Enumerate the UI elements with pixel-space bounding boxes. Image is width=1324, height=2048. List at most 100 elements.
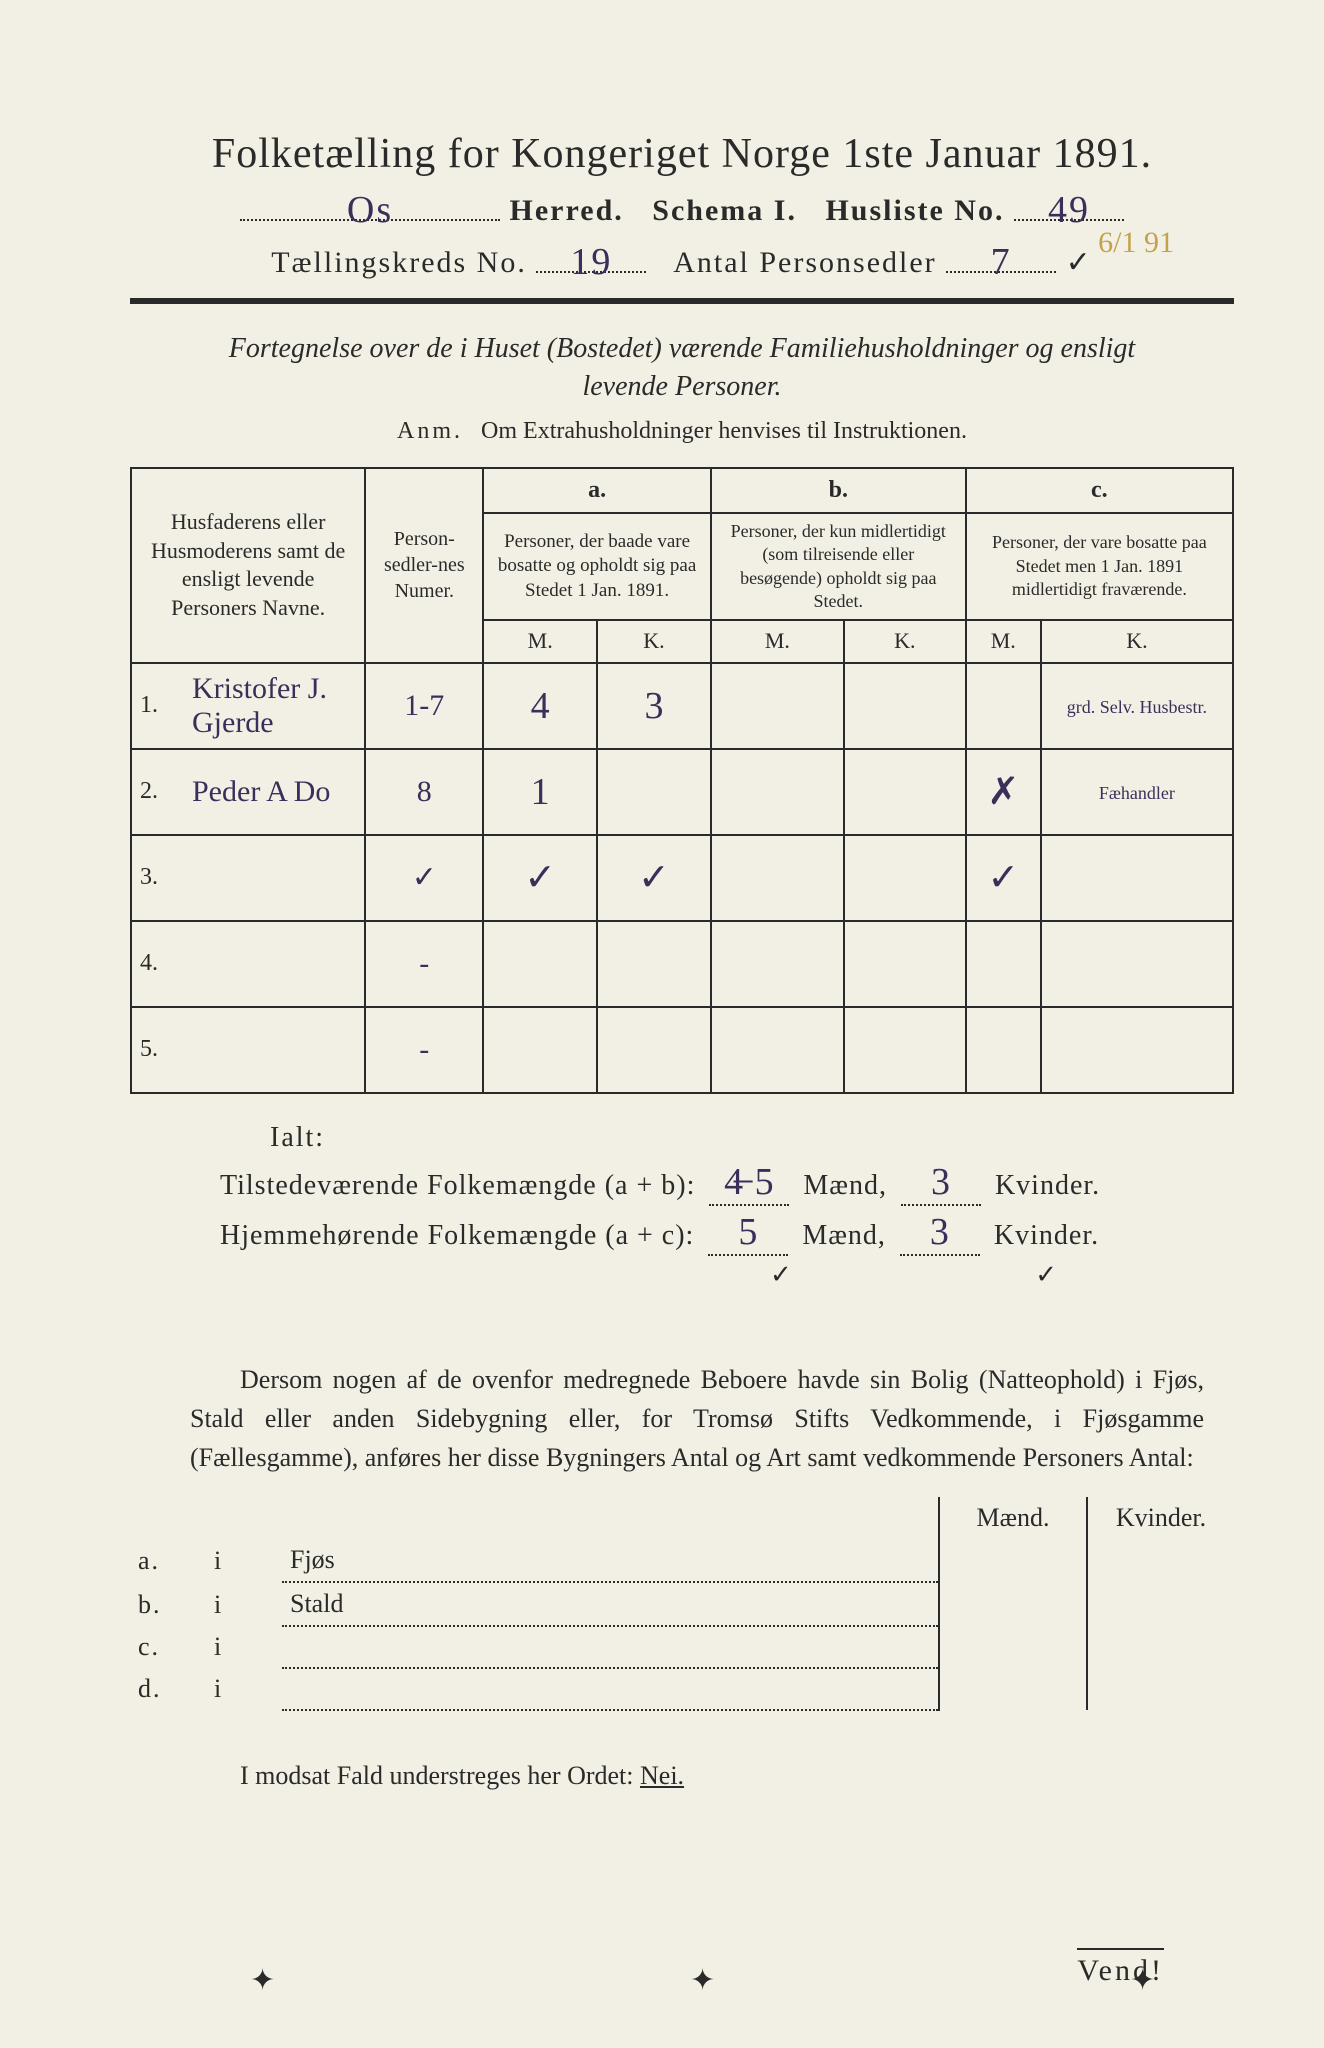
kreds-label: Tællingskreds No.: [271, 246, 527, 279]
brow-i: i: [206, 1539, 282, 1582]
row-b-k: [844, 1007, 966, 1093]
sum-checks: ✓ ✓: [770, 1260, 1234, 1290]
building-row: b.iStald: [130, 1582, 1234, 1626]
dersom-paragraph: Dersom nogen af de ovenfor medregnede Be…: [190, 1360, 1204, 1477]
row-numer: -: [365, 921, 483, 1007]
col-b-k: K.: [844, 620, 966, 663]
col-b-text: Personer, der kun midlertidigt (som tilr…: [711, 513, 966, 621]
brow-label: [282, 1626, 939, 1668]
sum1-k-lbl: Kvinder.: [995, 1170, 1100, 1201]
ialt-label: Ialt:: [270, 1122, 1234, 1154]
row-number: 3.: [131, 835, 188, 921]
row-c-m: ✓: [966, 835, 1041, 921]
sum1-m-lbl: Mænd,: [803, 1170, 887, 1201]
brow-letter: a.: [130, 1539, 206, 1582]
row-name: [188, 835, 365, 921]
row-a-m: ✓: [483, 835, 597, 921]
bottom-hdr-m: Mænd.: [939, 1497, 1087, 1539]
fortegnelse-heading: Fortegnelse over de i Huset (Bostedet) v…: [190, 330, 1174, 406]
row-c-k: grd. Selv. Husbestr.: [1041, 663, 1233, 749]
table-row: 1.Kristofer J. Gjerde1-743grd. Selv. Hus…: [131, 663, 1233, 749]
row-b-k: [844, 835, 966, 921]
row-a-m: 1: [483, 749, 597, 835]
sum2-label: Hjemmehørende Folkemængde (a + c):: [220, 1220, 694, 1251]
brow-k: [1087, 1626, 1234, 1668]
building-row: c.i: [130, 1626, 1234, 1668]
col-c-m: M.: [966, 620, 1041, 663]
col-a-text: Personer, der baade vare bosatte og opho…: [483, 513, 711, 621]
building-table: Mænd. Kvinder. a.iFjøsb.iStaldc.id.i: [130, 1497, 1234, 1711]
sum2-k-hw: 3: [930, 1211, 950, 1253]
col-c-k: K.: [1041, 620, 1233, 663]
household-table: Husfaderens eller Husmoderens samt de en…: [130, 467, 1234, 1094]
modsat-pre: I modsat Fald understreges her Ordet:: [240, 1761, 640, 1790]
row-a-m: [483, 921, 597, 1007]
row-a-k: ✓: [597, 835, 711, 921]
row-numer: -: [365, 1007, 483, 1093]
building-row: a.iFjøs: [130, 1539, 1234, 1582]
row-c-k: Fæhandler: [1041, 749, 1233, 835]
sum2-k-lbl: Kvinder.: [994, 1220, 1099, 1251]
row-c-m: [966, 663, 1041, 749]
sum2-m-lbl: Mænd,: [802, 1220, 886, 1251]
row-number: 4.: [131, 921, 188, 1007]
row-a-k: [597, 749, 711, 835]
row-b-k: [844, 663, 966, 749]
brow-letter: c.: [130, 1626, 206, 1668]
row-c-m: [966, 1007, 1041, 1093]
row-c-k: [1041, 921, 1233, 1007]
row-a-k: [597, 921, 711, 1007]
brow-m: [939, 1582, 1087, 1626]
page-mark-right: ✦: [1130, 1963, 1155, 1998]
modsat-line: I modsat Fald understreges her Ordet: Ne…: [240, 1761, 1234, 1791]
row-numer: 1-7: [365, 663, 483, 749]
brow-m: [939, 1539, 1087, 1582]
sum-line-1: Tilstedeværende Folkemængde (a + b): 4̶ …: [220, 1160, 1234, 1206]
anm-line: Anm. Om Extrahusholdninger henvises til …: [130, 418, 1234, 445]
row-b-m: [711, 921, 844, 1007]
row-b-m: [711, 1007, 844, 1093]
row-a-m: 4: [483, 663, 597, 749]
row-b-k: [844, 749, 966, 835]
brow-k: [1087, 1668, 1234, 1710]
brow-i: i: [206, 1582, 282, 1626]
brow-letter: d.: [130, 1668, 206, 1710]
brow-i: i: [206, 1626, 282, 1668]
row-name: Peder A Do: [188, 749, 365, 835]
heavy-rule: [130, 298, 1234, 304]
page-mark-mid: ✦: [690, 1963, 715, 1998]
row-b-k: [844, 921, 966, 1007]
main-title: Folketælling for Kongeriget Norge 1ste J…: [130, 130, 1234, 178]
header-line-2: Os Herred. Schema I. Husliste No. 49: [130, 186, 1234, 228]
herred-handwritten: Os: [341, 189, 399, 231]
modsat-nei: Nei.: [640, 1761, 684, 1790]
brow-m: [939, 1668, 1087, 1710]
brow-k: [1087, 1539, 1234, 1582]
sum1-m-hw: 4̶ 5: [724, 1161, 775, 1203]
table-row: 2.Peder A Do81✗Fæhandler: [131, 749, 1233, 835]
brow-label: Stald: [282, 1582, 939, 1626]
col-b-tag: b.: [711, 468, 966, 513]
row-a-k: 3: [597, 663, 711, 749]
table-row: 5. -: [131, 1007, 1233, 1093]
corner-pencil-note: 6/1 91: [1098, 226, 1174, 260]
page-mark-left: ✦: [250, 1963, 275, 1998]
col-c-tag: c.: [966, 468, 1233, 513]
brow-label: [282, 1668, 939, 1710]
sum2-m-hw: 5: [738, 1211, 758, 1253]
row-name: [188, 921, 365, 1007]
col-numer: Person-sedler-nes Numer.: [365, 468, 483, 663]
col-names: Husfaderens eller Husmoderens samt de en…: [131, 468, 365, 663]
row-number: 5.: [131, 1007, 188, 1093]
brow-letter: b.: [130, 1582, 206, 1626]
row-c-m: ✗: [966, 749, 1041, 835]
brow-label: Fjøs: [282, 1539, 939, 1582]
anm-text: Om Extrahusholdninger henvises til Instr…: [481, 418, 967, 444]
header-line-3: Tællingskreds No. 19 Antal Personsedler …: [130, 238, 1234, 280]
row-name: Kristofer J. Gjerde: [188, 663, 365, 749]
row-a-k: [597, 1007, 711, 1093]
husliste-label: Husliste No.: [825, 194, 1004, 227]
row-b-m: [711, 749, 844, 835]
row-number: 2.: [131, 749, 188, 835]
row-a-m: [483, 1007, 597, 1093]
